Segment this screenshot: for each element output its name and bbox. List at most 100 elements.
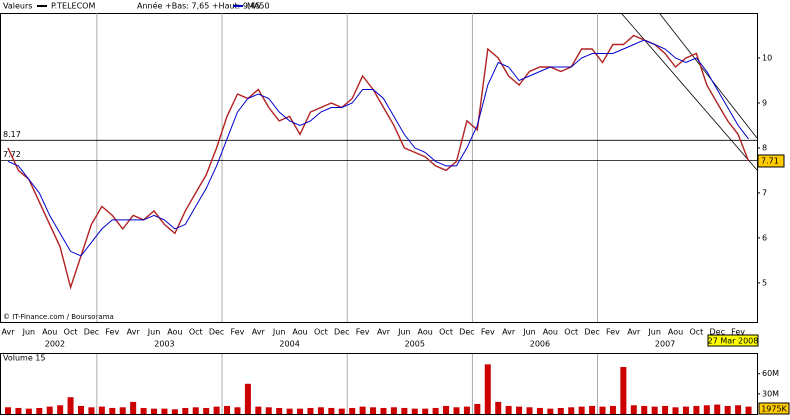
x-tick-label: Aou (543, 328, 558, 337)
year-label: 2005 (405, 340, 425, 349)
volume-bar (609, 405, 616, 414)
volume-bar (662, 405, 669, 414)
date-label: 27 Mar 2008 (708, 337, 759, 346)
volume-bar (265, 407, 272, 414)
volume-bar (140, 407, 147, 414)
volume-bar (328, 407, 335, 414)
volume-bar (745, 406, 752, 414)
volume-bar (36, 407, 43, 414)
legend-entry: P.TELECOM (51, 2, 95, 11)
volume-bar (651, 406, 658, 414)
y-tick-label: 5 (762, 278, 767, 287)
volume-bar (370, 407, 377, 414)
volume-bar (443, 405, 450, 414)
x-tick-label: Avr (127, 328, 141, 337)
year-label: 2004 (279, 340, 299, 349)
x-tick-label: Fev (481, 328, 495, 337)
x-tick-label: Aou (42, 328, 57, 337)
x-tick-label: Jun (147, 328, 161, 337)
volume-bar (390, 407, 397, 414)
volume-bar (78, 405, 85, 414)
volume-bar (57, 405, 64, 414)
volume-bar (130, 401, 137, 414)
volume-bar (714, 404, 721, 414)
y-tick-label: 7 (762, 188, 767, 197)
volume-bar (516, 406, 523, 414)
legend-swatch (233, 5, 243, 7)
volume-title: Volume 15 (3, 354, 45, 363)
volume-bar (161, 408, 168, 414)
x-tick-label: Avr (627, 328, 641, 337)
volume-bar (119, 407, 126, 414)
volume-bar (359, 406, 366, 414)
x-tick-label: Oct (314, 328, 328, 337)
volume-bar (244, 383, 251, 414)
volume-bar (411, 408, 418, 414)
price-tag-label: 7.71 (761, 156, 779, 165)
x-tick-label: Fev (105, 328, 119, 337)
x-tick-label: Oct (564, 328, 578, 337)
year-label: 2007 (655, 340, 675, 349)
x-tick-label: Aou (167, 328, 182, 337)
source: © IT-Finance.com / Boursorama (3, 313, 114, 321)
x-tick-label: Avr (1, 328, 15, 337)
volume-bar (234, 407, 241, 414)
plot-frame (0, 13, 758, 323)
volume-bar (557, 407, 564, 414)
volume-last: 1975K (761, 405, 787, 414)
volume-bar (536, 407, 543, 414)
volume-bar (641, 405, 648, 414)
x-tick-label: Jun (522, 328, 536, 337)
x-tick-label: Dec (334, 328, 349, 337)
volume-bar (474, 403, 481, 414)
volume-bar (505, 405, 512, 414)
volume-bar (171, 409, 178, 414)
trend-line (659, 13, 758, 139)
volume-bar (5, 407, 11, 414)
volume-bar (495, 401, 502, 414)
volume-bar (526, 407, 533, 414)
legend-header: Valeurs (3, 2, 32, 11)
x-tick-label: Avr (377, 328, 391, 337)
volume-bar (224, 405, 231, 414)
volume-bar (401, 407, 408, 414)
volume-bar (15, 407, 22, 414)
volume-bar (307, 407, 314, 414)
x-tick-label: Aou (292, 328, 307, 337)
date-box (707, 334, 759, 347)
x-tick-label: Jun (647, 328, 661, 337)
y-tick-label: 8 (762, 143, 767, 152)
volume-bar (682, 406, 689, 414)
x-tick-label: Oct (64, 328, 78, 337)
price-line (7, 39, 749, 257)
volume-bar (46, 406, 53, 414)
volume-bar (67, 397, 74, 414)
volume-bar (203, 407, 210, 414)
year-label: 2002 (45, 340, 65, 349)
x-tick-label: Oct (439, 328, 453, 337)
volume-bar (484, 364, 491, 414)
volume-bar (599, 406, 606, 414)
volume-bar (255, 406, 262, 414)
volume-bar (98, 406, 105, 414)
legend-swatch (37, 5, 47, 7)
volume-tick-label: 60M (762, 369, 779, 378)
volume-bar (703, 405, 710, 414)
volume-bar (432, 407, 439, 414)
x-tick-label: Dec (709, 328, 724, 337)
volume-tag (758, 402, 790, 415)
volume-frame (0, 353, 758, 415)
volume-bar (349, 407, 356, 414)
x-tick-label: Jun (22, 328, 36, 337)
volume-bar (693, 405, 700, 414)
x-tick-label: Avr (252, 328, 266, 337)
x-tick-label: Fev (606, 328, 620, 337)
volume-bar (192, 407, 199, 414)
volume-bar (463, 406, 470, 414)
volume-bar (213, 406, 220, 414)
legend-entry: MA50 (247, 2, 270, 11)
volume-bar (589, 405, 596, 414)
volume-bar (568, 407, 575, 414)
